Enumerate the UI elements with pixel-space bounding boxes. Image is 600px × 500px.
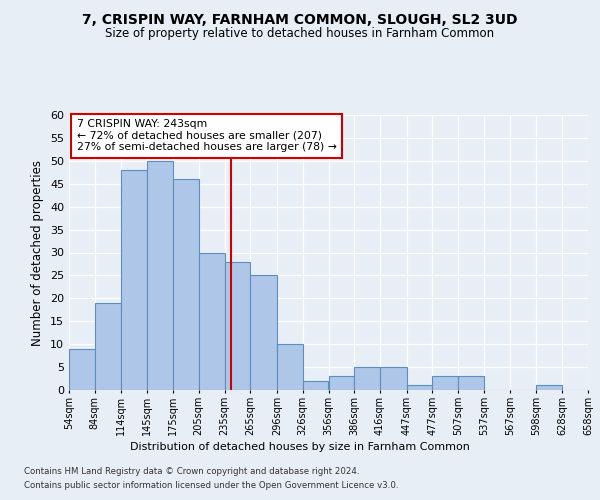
Bar xyxy=(69,349,95,390)
Y-axis label: Number of detached properties: Number of detached properties xyxy=(31,160,44,346)
Text: 7 CRISPIN WAY: 243sqm
← 72% of detached houses are smaller (207)
27% of semi-det: 7 CRISPIN WAY: 243sqm ← 72% of detached … xyxy=(77,119,337,152)
Bar xyxy=(536,386,562,390)
Bar xyxy=(250,276,277,390)
Bar xyxy=(354,367,380,390)
Bar xyxy=(329,376,354,390)
Text: Contains HM Land Registry data © Crown copyright and database right 2024.: Contains HM Land Registry data © Crown c… xyxy=(24,468,359,476)
Text: Size of property relative to detached houses in Farnham Common: Size of property relative to detached ho… xyxy=(106,28,494,40)
Bar xyxy=(433,376,458,390)
Bar xyxy=(277,344,303,390)
Bar xyxy=(458,376,484,390)
Bar xyxy=(121,170,147,390)
Text: 7, CRISPIN WAY, FARNHAM COMMON, SLOUGH, SL2 3UD: 7, CRISPIN WAY, FARNHAM COMMON, SLOUGH, … xyxy=(82,12,518,26)
Bar xyxy=(199,252,224,390)
Text: Contains public sector information licensed under the Open Government Licence v3: Contains public sector information licen… xyxy=(24,481,398,490)
Bar xyxy=(224,262,250,390)
Bar xyxy=(173,179,199,390)
Bar xyxy=(147,161,173,390)
Bar xyxy=(303,381,329,390)
Bar xyxy=(380,367,407,390)
Text: Distribution of detached houses by size in Farnham Common: Distribution of detached houses by size … xyxy=(130,442,470,452)
Bar xyxy=(95,303,121,390)
Bar xyxy=(407,386,433,390)
